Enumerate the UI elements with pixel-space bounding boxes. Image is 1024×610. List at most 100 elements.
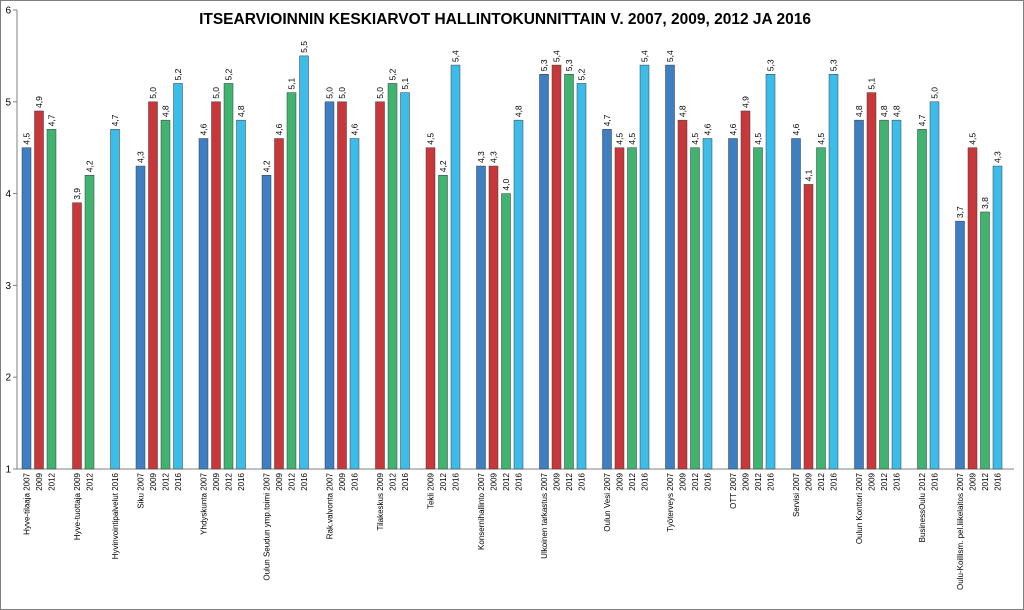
value-label: 5,4 (552, 50, 562, 62)
value-label: 4,6 (199, 123, 209, 135)
value-label: 4,5 (615, 133, 625, 145)
bar-2009 (677, 119, 688, 470)
value-label: 4,9 (741, 96, 751, 108)
value-label: 4,1 (804, 169, 814, 181)
value-label: 5,1 (867, 78, 877, 90)
bar-2012 (627, 147, 637, 470)
value-label: 4,6 (728, 123, 738, 135)
bar-2012 (84, 174, 95, 470)
bar-2012 (816, 147, 826, 470)
value-label: 5,0 (337, 87, 347, 99)
bar-2012 (564, 74, 574, 470)
value-label: 4,5 (690, 133, 700, 145)
value-label: 4,5 (753, 133, 763, 145)
y-tick-label: 5 (5, 97, 11, 108)
bar-2012 (690, 147, 700, 470)
category-label: 2012 (691, 472, 700, 490)
category-label: Oulun Konttori 2007 (855, 472, 864, 544)
value-label: 4,2 (262, 160, 272, 172)
category-label: 2009 (338, 472, 347, 490)
category-label: 2016 (452, 472, 461, 490)
category-label: 2012 (389, 472, 398, 490)
category-label: 2012 (817, 472, 826, 490)
value-label: 5,4 (451, 50, 461, 62)
bar-2009 (211, 101, 221, 470)
value-label: 5,3 (564, 59, 574, 71)
category-label: 2009 (212, 472, 221, 490)
value-label: 4,7 (602, 114, 612, 126)
value-label: 4,6 (791, 123, 801, 135)
category-label: 2009 (275, 472, 284, 490)
bar-2016 (173, 83, 183, 470)
value-label: 4,7 (47, 114, 57, 126)
value-label: 4,5 (22, 133, 32, 145)
bar-2009 (488, 165, 499, 470)
bar-2012 (46, 129, 57, 470)
category-label: 2016 (351, 472, 360, 490)
category-label: Konsernihallinto 2007 (477, 472, 486, 549)
value-label: 5,1 (287, 78, 297, 90)
value-label: 4,8 (514, 105, 524, 117)
bar-2009 (740, 110, 751, 470)
bars (21, 55, 1003, 470)
bar-2016 (450, 64, 461, 470)
bar-2012 (753, 147, 763, 470)
category-label: 2012 (288, 472, 297, 490)
bar-2007 (135, 165, 146, 470)
category-label: 2012 (502, 472, 511, 490)
value-label: 5,3 (539, 59, 549, 71)
bar-2012 (286, 92, 297, 470)
value-label: 5,0 (375, 87, 385, 99)
category-label: 2009 (35, 472, 44, 490)
value-label: 5,0 (211, 87, 221, 99)
bar-2007 (791, 138, 801, 470)
category-label: Työterveys 2007 (666, 472, 675, 531)
value-label: 4,8 (678, 105, 688, 117)
category-label: Tekli 2009 (427, 472, 436, 509)
bar-2007 (539, 74, 549, 470)
value-label: 5,2 (388, 68, 398, 80)
value-label: 4,6 (350, 123, 360, 135)
category-label: 2009 (149, 472, 158, 490)
y-tick-label: 2 (5, 373, 11, 384)
bar-2007 (21, 147, 32, 470)
category-label: 2009 (805, 472, 814, 490)
bar-2016 (891, 119, 902, 470)
bar-2009 (337, 101, 347, 470)
category-label: 2012 (880, 472, 889, 490)
bar-2016 (765, 74, 776, 470)
value-label: 5,3 (766, 59, 776, 71)
category-label: 2016 (767, 472, 776, 490)
value-label: 3,7 (955, 206, 965, 218)
category-label: Servisi 2007 (792, 472, 801, 517)
bar-2012 (917, 129, 927, 470)
category-label: 2012 (754, 472, 763, 490)
value-label: 4,5 (968, 133, 978, 145)
bar-2016 (400, 92, 410, 470)
bar-2007 (324, 101, 335, 470)
category-label: 2009 (553, 472, 562, 490)
value-label: 4,9 (34, 96, 44, 108)
category-label: 2016 (174, 472, 183, 490)
bar-2009 (866, 92, 877, 470)
category-label: Rak.valvonta 2007 (326, 472, 335, 539)
bar-2009 (274, 138, 284, 470)
category-label: 2016 (704, 472, 713, 490)
value-label: 3,9 (72, 188, 82, 200)
value-label: 4,3 (476, 151, 486, 163)
value-label: 4,8 (161, 105, 171, 117)
bar-2012 (387, 83, 398, 470)
bar-2009 (375, 101, 385, 470)
value-label: 5,5 (299, 41, 309, 53)
bar-2016 (513, 119, 524, 470)
category-label: 2012 (565, 472, 574, 490)
category-label: 2016 (994, 472, 1003, 490)
category-label: 2009 (679, 472, 688, 490)
value-label: 4,8 (854, 105, 864, 117)
value-label: 5,2 (224, 68, 234, 80)
bar-2009 (72, 202, 82, 470)
category-label: 2016 (237, 472, 246, 490)
category-label: Tilakeskus 2009 (376, 472, 385, 530)
bar-2007 (854, 119, 864, 470)
